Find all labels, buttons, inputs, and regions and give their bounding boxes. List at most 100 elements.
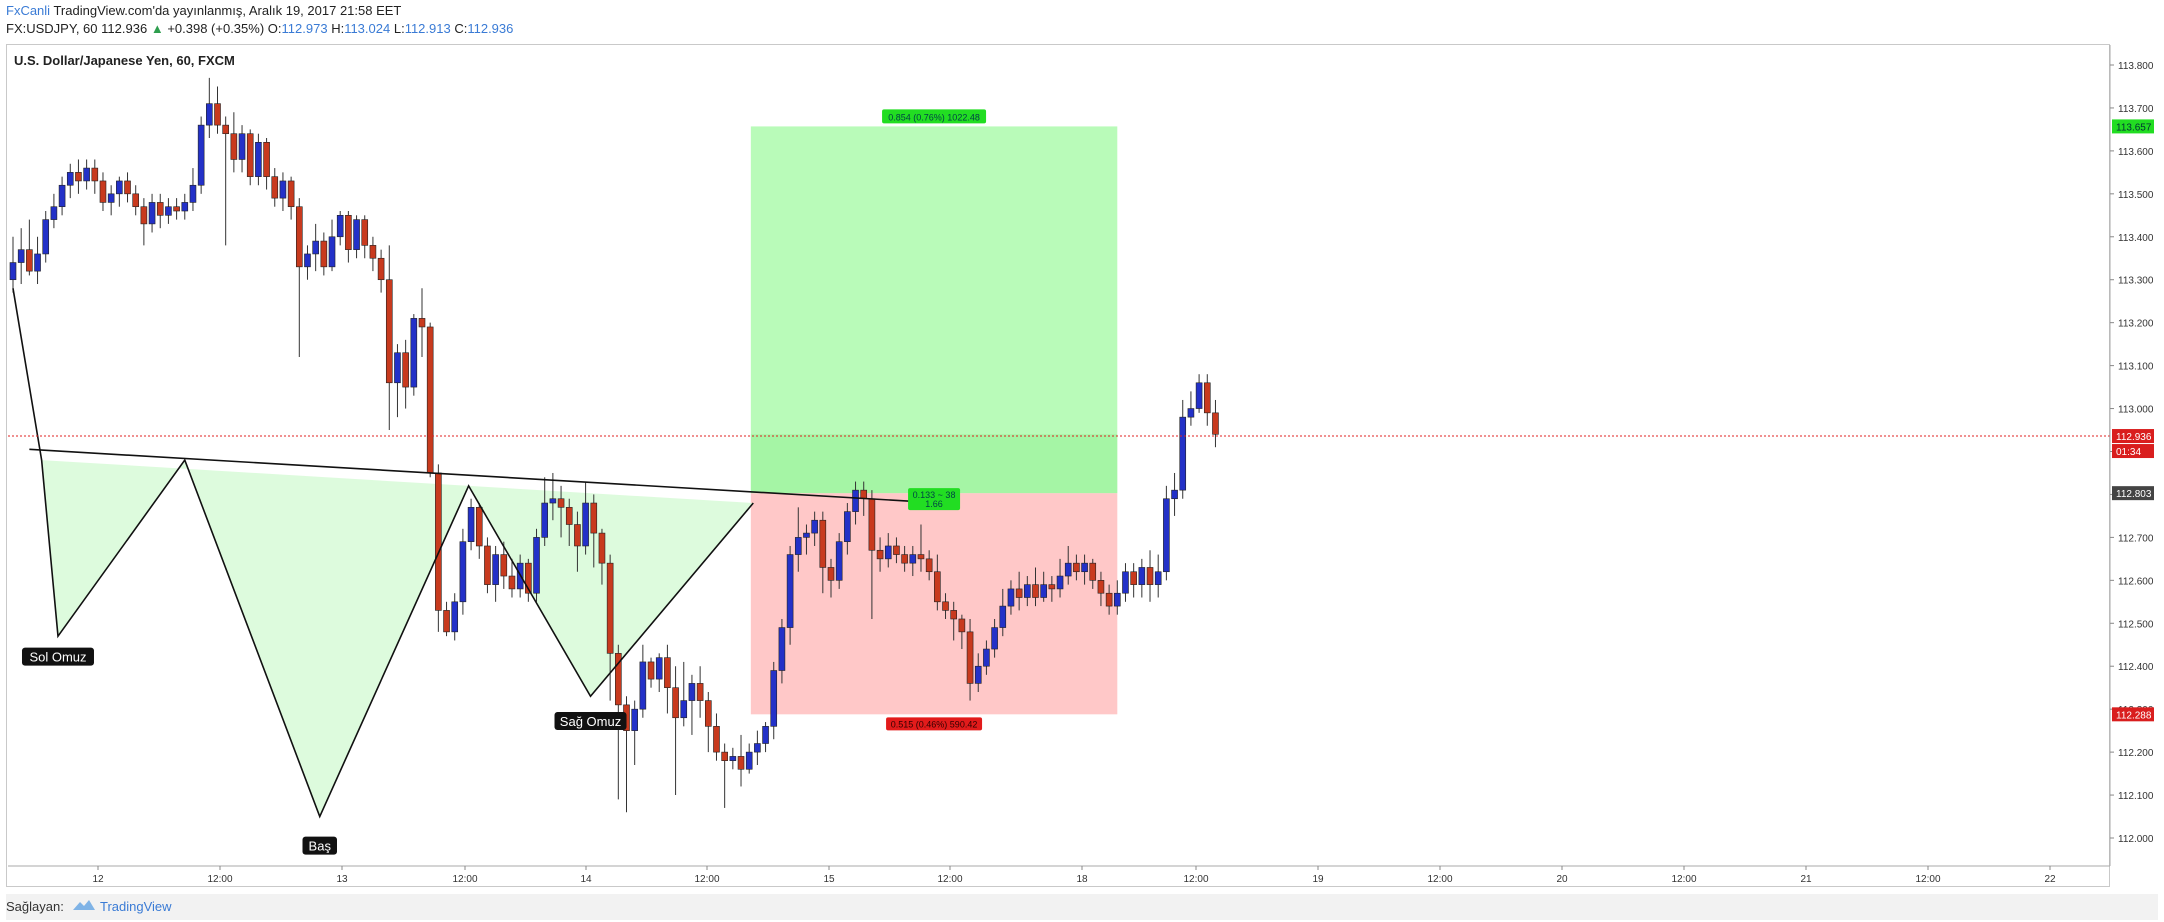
- candle-body[interactable]: [1015, 588, 1023, 598]
- candle-body[interactable]: [1146, 567, 1154, 585]
- candle-body[interactable]: [893, 545, 900, 555]
- candle-body[interactable]: [565, 507, 573, 525]
- candle-body[interactable]: [99, 180, 107, 203]
- candle-body[interactable]: [1187, 408, 1195, 418]
- candle-body[interactable]: [786, 554, 794, 628]
- candle-body[interactable]: [1163, 498, 1170, 573]
- candle-body[interactable]: [688, 683, 696, 701]
- candle-body[interactable]: [1179, 416, 1187, 491]
- candle-body[interactable]: [598, 532, 606, 564]
- candle-body[interactable]: [696, 683, 704, 701]
- candle-body[interactable]: [238, 133, 246, 160]
- candle-body[interactable]: [443, 610, 450, 633]
- candle-body[interactable]: [377, 257, 385, 281]
- candle-body[interactable]: [336, 215, 344, 238]
- candle-body[interactable]: [647, 661, 655, 680]
- candle-body[interactable]: [721, 751, 728, 761]
- pattern-zigzag[interactable]: [12, 288, 754, 819]
- candle-body[interactable]: [312, 240, 319, 255]
- candle-body[interactable]: [574, 524, 581, 547]
- candle-body[interactable]: [582, 502, 589, 547]
- candle-body[interactable]: [909, 554, 917, 564]
- candle-body[interactable]: [549, 498, 557, 504]
- candle-body[interactable]: [459, 541, 467, 603]
- candle-body[interactable]: [451, 601, 459, 633]
- candle-body[interactable]: [1097, 580, 1105, 594]
- candle-body[interactable]: [655, 657, 663, 680]
- candle-body[interactable]: [1130, 571, 1137, 585]
- candle-body[interactable]: [884, 545, 892, 560]
- candle-body[interactable]: [541, 502, 549, 538]
- candle-body[interactable]: [942, 601, 949, 611]
- candle-body[interactable]: [484, 545, 491, 585]
- candle-body[interactable]: [279, 180, 287, 199]
- candle-body[interactable]: [991, 627, 998, 650]
- candle-body[interactable]: [1048, 584, 1056, 590]
- candle-body[interactable]: [353, 219, 360, 250]
- candle-body[interactable]: [156, 202, 164, 216]
- candle-body[interactable]: [713, 726, 720, 753]
- candle-body[interactable]: [1122, 571, 1129, 594]
- candle-body[interactable]: [320, 240, 328, 268]
- candle-body[interactable]: [369, 245, 377, 259]
- candle-body[interactable]: [606, 562, 614, 654]
- candle-body[interactable]: [410, 318, 418, 388]
- candle-body[interactable]: [925, 558, 933, 573]
- candle-body[interactable]: [467, 507, 475, 542]
- candle-body[interactable]: [1105, 592, 1113, 607]
- candle-body[interactable]: [966, 631, 974, 684]
- candle-body[interactable]: [500, 554, 508, 577]
- candle-body[interactable]: [680, 700, 688, 719]
- candle-body[interactable]: [75, 172, 82, 182]
- candle-body[interactable]: [402, 352, 409, 388]
- candle-body[interactable]: [230, 133, 238, 160]
- candle-body[interactable]: [34, 253, 41, 272]
- candle-body[interactable]: [206, 103, 213, 126]
- candle-body[interactable]: [934, 571, 941, 603]
- candle-body[interactable]: [214, 103, 221, 126]
- candle-body[interactable]: [17, 249, 25, 263]
- candle-body[interactable]: [1154, 571, 1162, 585]
- candle-body[interactable]: [950, 610, 958, 620]
- candle-body[interactable]: [901, 554, 908, 564]
- candle-body[interactable]: [116, 180, 123, 195]
- candle-body[interactable]: [295, 206, 303, 268]
- tradingview-link[interactable]: TradingView: [100, 899, 172, 914]
- candle-body[interactable]: [140, 206, 148, 225]
- candle-body[interactable]: [181, 202, 189, 212]
- candle-body[interactable]: [287, 180, 295, 208]
- candle-body[interactable]: [1073, 562, 1080, 573]
- candle-body[interactable]: [835, 541, 843, 581]
- candle-body[interactable]: [999, 605, 1007, 628]
- candle-body[interactable]: [639, 661, 647, 710]
- candle-body[interactable]: [91, 167, 99, 182]
- candle-body[interactable]: [860, 489, 868, 500]
- candle-body[interactable]: [533, 537, 540, 594]
- candle-body[interactable]: [394, 352, 401, 384]
- candle-body[interactable]: [255, 142, 262, 177]
- candle-body[interactable]: [107, 193, 115, 203]
- price-chart[interactable]: U.S. Dollar/Japanese Yen, 60, FXCM Sol O…: [0, 0, 2164, 894]
- candle-body[interactable]: [917, 554, 925, 560]
- candle-body[interactable]: [124, 180, 131, 195]
- candle-body[interactable]: [197, 124, 205, 186]
- candle-body[interactable]: [672, 687, 679, 719]
- candle-body[interactable]: [1081, 562, 1088, 573]
- candle-body[interactable]: [729, 756, 737, 762]
- candle-body[interactable]: [132, 193, 139, 208]
- author-link[interactable]: FxCanli: [6, 3, 51, 18]
- candle-body[interactable]: [345, 215, 352, 250]
- candle-body[interactable]: [1114, 592, 1121, 607]
- candle-body[interactable]: [794, 537, 802, 555]
- candle-body[interactable]: [83, 167, 90, 182]
- candle-body[interactable]: [704, 700, 712, 727]
- candle-body[interactable]: [165, 206, 172, 216]
- tradingview-logo-icon[interactable]: [72, 898, 96, 912]
- candle-body[interactable]: [1195, 382, 1203, 409]
- candle-body[interactable]: [148, 202, 156, 225]
- candle-body[interactable]: [66, 172, 74, 186]
- candle-body[interactable]: [1138, 567, 1146, 585]
- candle-body[interactable]: [1007, 588, 1015, 607]
- candle-body[interactable]: [770, 670, 778, 727]
- candle-body[interactable]: [754, 743, 761, 753]
